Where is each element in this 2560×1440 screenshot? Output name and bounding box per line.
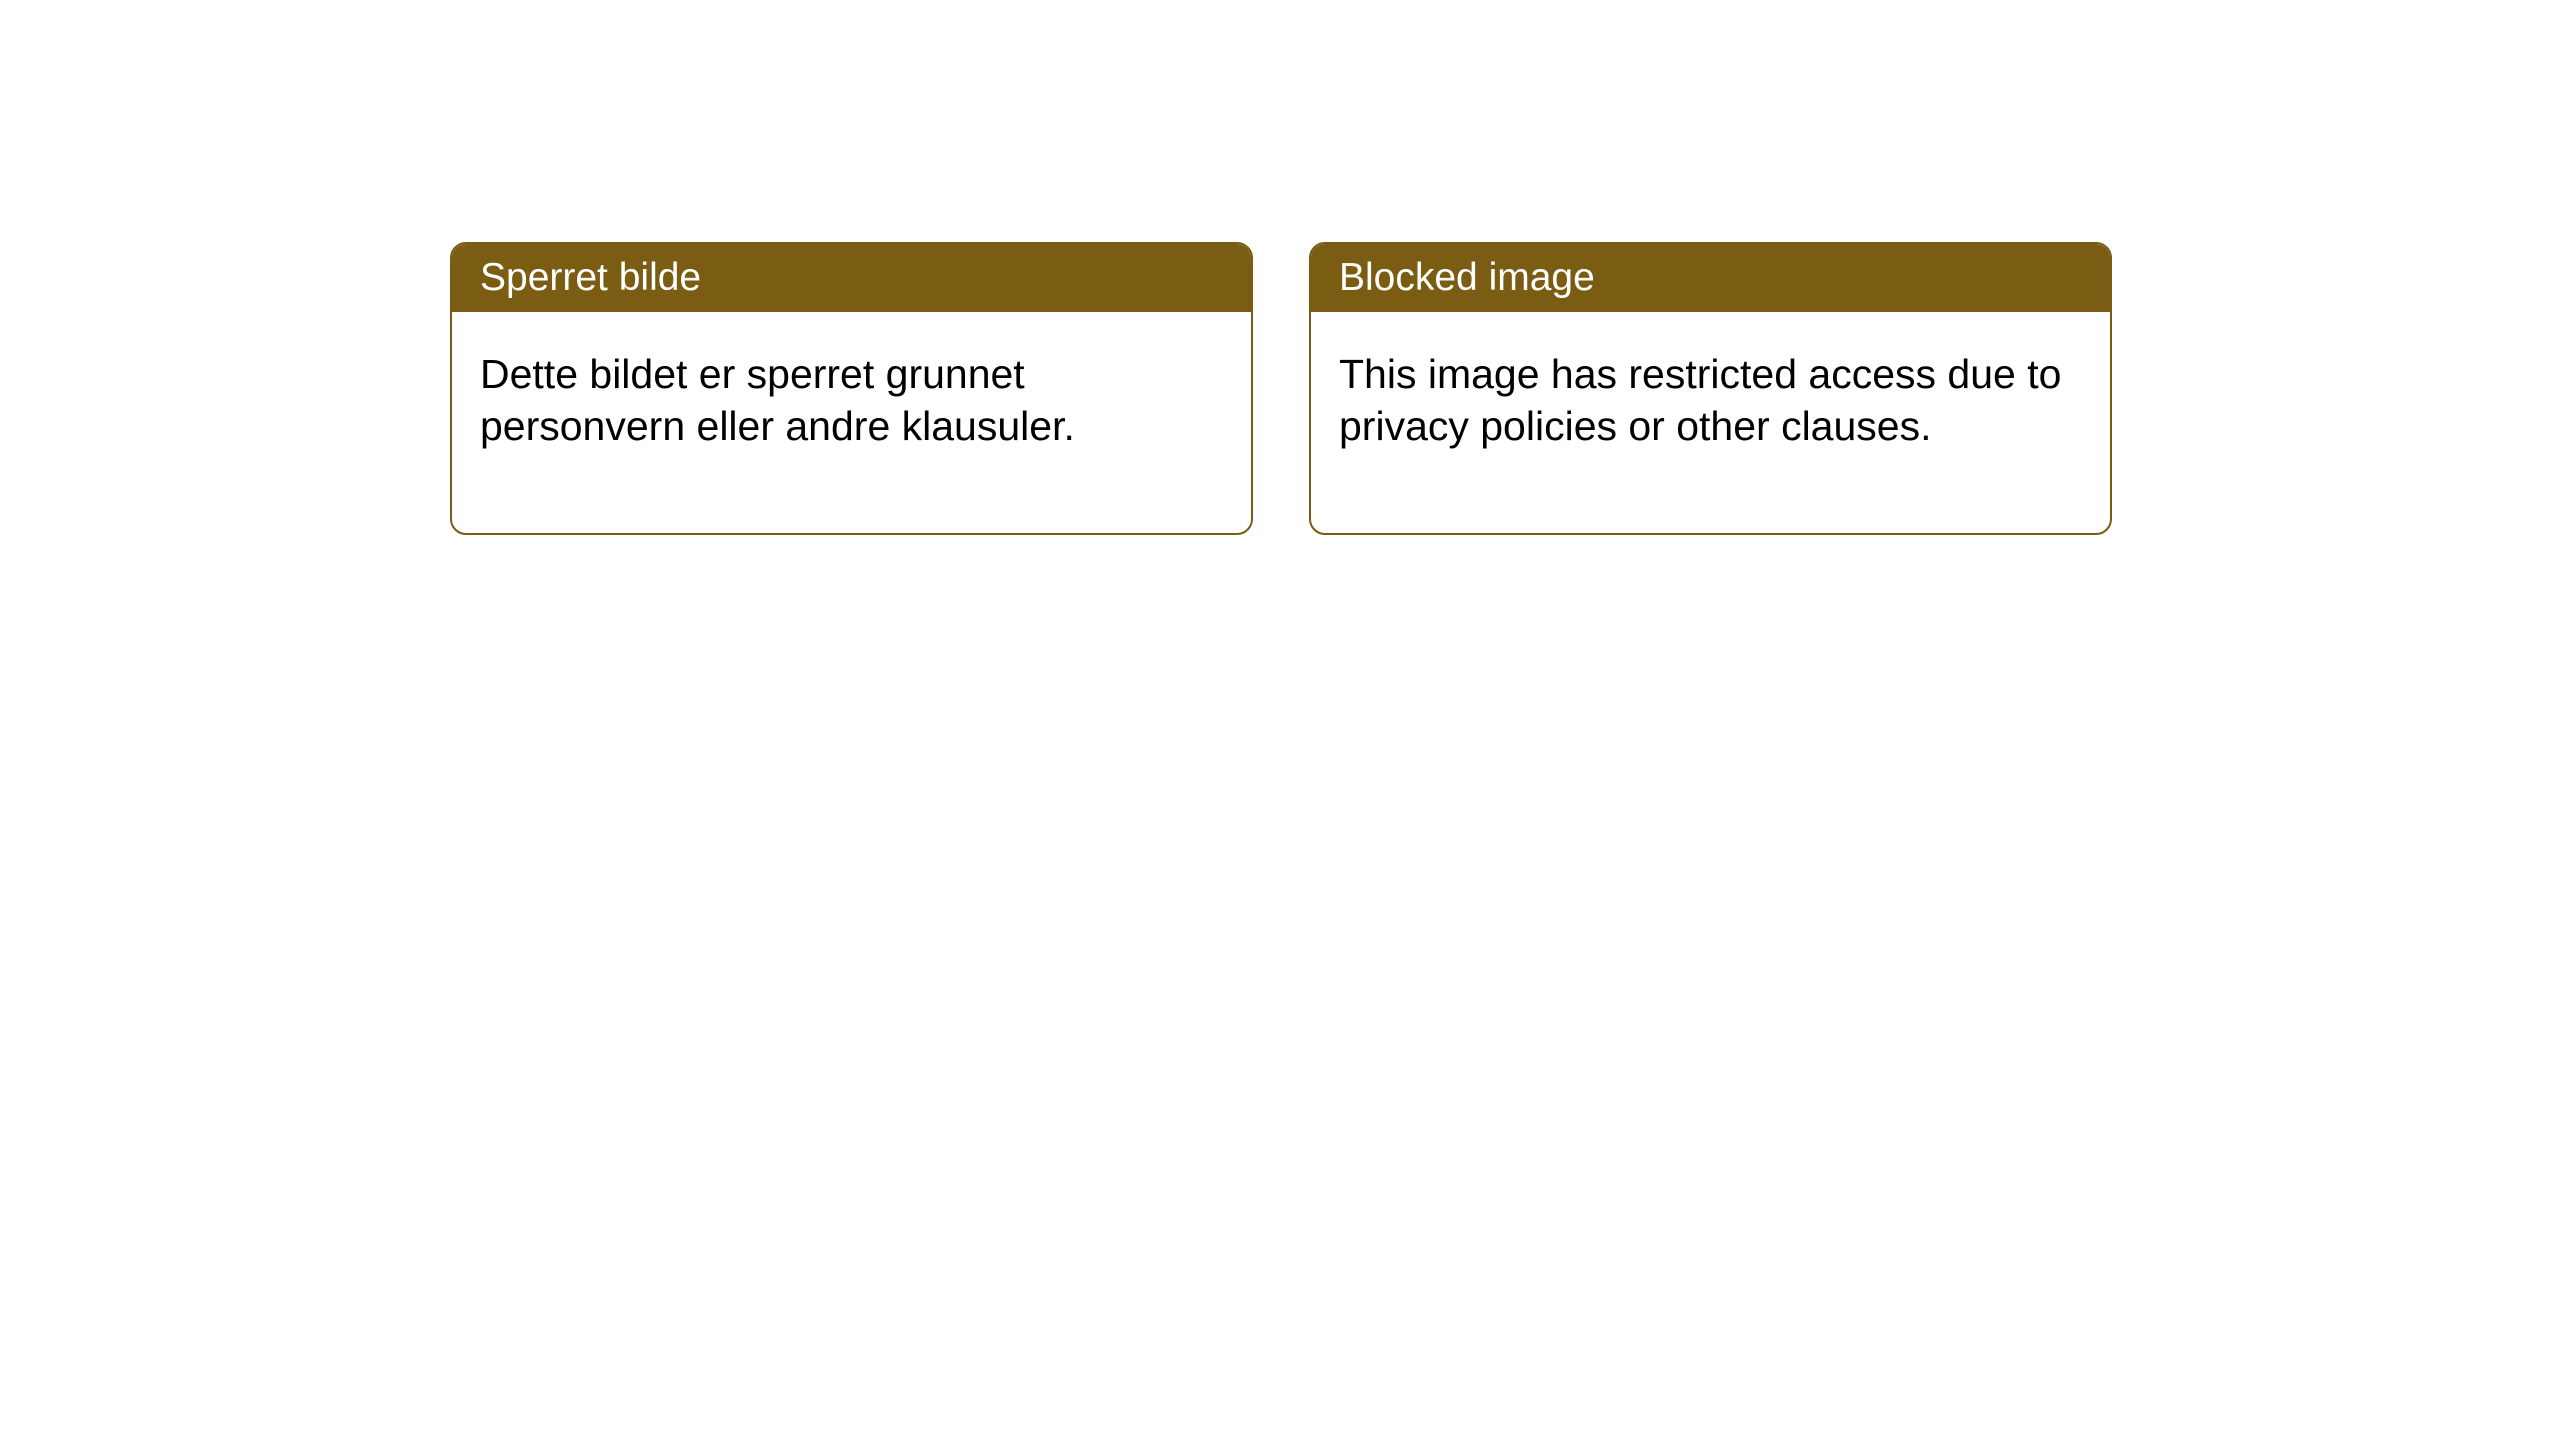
card-header-en: Blocked image <box>1311 244 2110 312</box>
blocked-image-card-no: Sperret bilde Dette bildet er sperret gr… <box>450 242 1253 535</box>
notice-container: Sperret bilde Dette bildet er sperret gr… <box>0 0 2560 535</box>
card-body-text-en: This image has restricted access due to … <box>1339 351 2061 449</box>
card-body-en: This image has restricted access due to … <box>1311 312 2110 533</box>
blocked-image-card-en: Blocked image This image has restricted … <box>1309 242 2112 535</box>
card-title-en: Blocked image <box>1339 256 1595 299</box>
card-body-no: Dette bildet er sperret grunnet personve… <box>452 312 1251 533</box>
card-body-text-no: Dette bildet er sperret grunnet personve… <box>480 351 1075 449</box>
card-header-no: Sperret bilde <box>452 244 1251 312</box>
card-title-no: Sperret bilde <box>480 256 701 299</box>
